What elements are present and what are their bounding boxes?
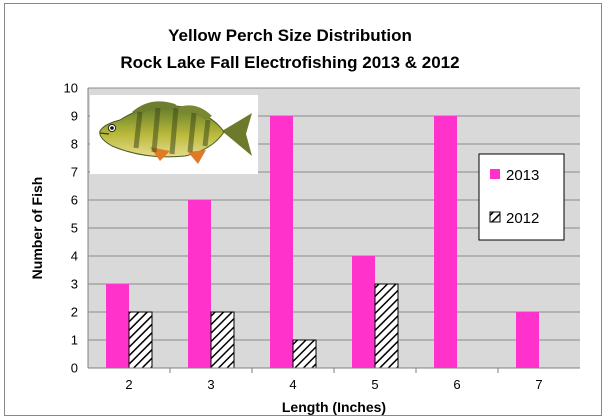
legend-label-2012: 2012 — [506, 210, 539, 227]
y-tick-label: 5 — [71, 221, 78, 236]
x-tick-label: 4 — [289, 377, 296, 392]
y-tick-label: 4 — [71, 249, 78, 264]
y-tick-label: 1 — [71, 333, 78, 348]
y-tick-label: 8 — [71, 137, 78, 152]
y-axis-ticks: 0 1 2 3 4 5 6 7 8 9 10 — [64, 81, 78, 376]
bar-2013-2 — [106, 284, 129, 368]
x-tick-label: 7 — [535, 377, 542, 392]
legend-swatch-2012 — [489, 211, 501, 223]
bar-2012-2 — [128, 311, 153, 369]
y-tick-label: 7 — [71, 165, 78, 180]
chart-title-line-1: Yellow Perch Size Distribution — [168, 26, 412, 45]
x-axis-title: Length (Inches) — [282, 399, 386, 415]
bar-2013-6 — [434, 116, 457, 368]
x-tick-label: 5 — [371, 377, 378, 392]
chart-title-line-2: Rock Lake Fall Electrofishing 2013 & 201… — [120, 53, 459, 72]
legend-label-2013: 2013 — [506, 167, 539, 184]
legend-swatch-2013 — [490, 169, 500, 179]
y-axis-title: Number of Fish — [29, 177, 45, 280]
bar-2012-5 — [374, 283, 399, 369]
bar-2013-5 — [352, 256, 375, 368]
legend: 2013 2012 — [478, 153, 565, 241]
bars — [106, 116, 539, 369]
y-tick-label: 0 — [71, 361, 78, 376]
bar-2013-4 — [270, 116, 293, 368]
y-tick-label: 10 — [64, 81, 78, 96]
bar-2012-4 — [292, 339, 317, 369]
x-axis-ticks: 2 3 4 5 6 7 — [125, 368, 543, 392]
yellow-perch-fish-illustration — [90, 95, 258, 174]
y-tick-label: 9 — [71, 109, 78, 124]
y-tick-label: 6 — [71, 193, 78, 208]
bar-2012-3 — [210, 311, 235, 369]
x-tick-label: 6 — [453, 377, 460, 392]
y-tick-label: 3 — [71, 277, 78, 292]
y-tick-label: 2 — [71, 305, 78, 320]
x-tick-label: 3 — [207, 377, 214, 392]
bar-2013-7 — [516, 312, 539, 368]
x-tick-label: 2 — [125, 377, 132, 392]
bar-2013-3 — [188, 200, 211, 368]
